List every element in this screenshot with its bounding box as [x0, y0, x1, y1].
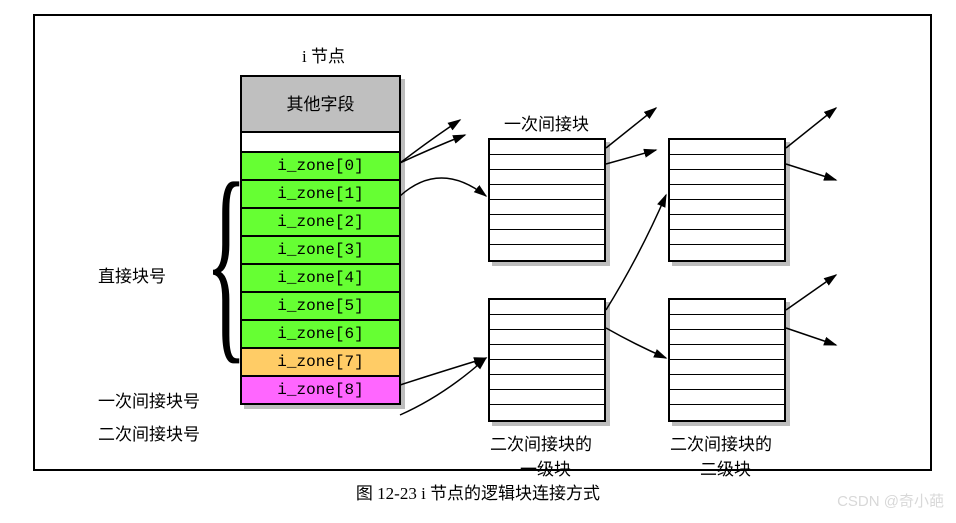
- block-b_dbl1: [488, 298, 606, 422]
- label-dbl-level2: 二次间接块的: [670, 430, 772, 455]
- inode-cell-z3: i_zone[3]: [240, 235, 401, 265]
- inode-cell-z1: i_zone[1]: [240, 179, 401, 209]
- block-row: [490, 345, 604, 360]
- block-row: [490, 140, 604, 155]
- inode-header: 其他字段: [240, 75, 401, 133]
- label-dbl-level1-sub: 一级块: [520, 455, 571, 480]
- block-row: [670, 345, 784, 360]
- block-row: [490, 155, 604, 170]
- block-row: [670, 215, 784, 230]
- block-row: [670, 140, 784, 155]
- block-row: [670, 330, 784, 345]
- block-b_single: [488, 138, 606, 262]
- inode-cell-z4: i_zone[4]: [240, 263, 401, 293]
- block-row: [670, 360, 784, 375]
- inode-cell-z5: i_zone[5]: [240, 291, 401, 321]
- label-direct: 直接块号: [98, 262, 166, 287]
- block-row: [490, 245, 604, 260]
- block-row: [490, 390, 604, 405]
- label-dbl-level1: 二次间接块的: [490, 430, 592, 455]
- block-b_dbl2a: [668, 138, 786, 262]
- block-row: [490, 185, 604, 200]
- label-single-block: 一次间接块: [504, 110, 589, 135]
- block-row: [670, 375, 784, 390]
- inode-title: i 节点: [302, 42, 345, 67]
- block-row: [670, 170, 784, 185]
- block-row: [670, 315, 784, 330]
- inode-cell-z6: i_zone[6]: [240, 319, 401, 349]
- inode-cell-z7: i_zone[7]: [240, 347, 401, 377]
- inode-cell-z2: i_zone[2]: [240, 207, 401, 237]
- block-row: [490, 200, 604, 215]
- block-b_dbl2b: [668, 298, 786, 422]
- label-single-indirect: 一次间接块号: [98, 387, 200, 412]
- block-row: [670, 245, 784, 260]
- block-row: [670, 230, 784, 245]
- inode-gap: [240, 133, 401, 153]
- block-row: [670, 185, 784, 200]
- block-row: [670, 200, 784, 215]
- block-row: [490, 360, 604, 375]
- block-row: [490, 215, 604, 230]
- block-row: [490, 170, 604, 185]
- block-row: [490, 405, 604, 420]
- inode-cell-z8: i_zone[8]: [240, 375, 401, 405]
- block-row: [490, 300, 604, 315]
- block-row: [670, 390, 784, 405]
- block-row: [490, 315, 604, 330]
- block-row: [490, 375, 604, 390]
- block-row: [490, 230, 604, 245]
- figure-caption: 图 12-23 i 节点的逻辑块连接方式: [0, 479, 956, 504]
- watermark: CSDN @奇小葩: [837, 490, 944, 511]
- label-double-indirect: 二次间接块号: [98, 420, 200, 445]
- block-row: [670, 155, 784, 170]
- inode-table: 其他字段 i_zone[0]i_zone[1]i_zone[2]i_zone[3]…: [240, 75, 401, 405]
- block-row: [670, 300, 784, 315]
- block-row: [490, 330, 604, 345]
- inode-cell-z0: i_zone[0]: [240, 151, 401, 181]
- label-dbl-level2-sub: 二级块: [700, 455, 751, 480]
- canvas: i 节点 其他字段i_zone[0]i_zone[1]i_zone[2]i_zo…: [0, 0, 956, 523]
- block-row: [670, 405, 784, 420]
